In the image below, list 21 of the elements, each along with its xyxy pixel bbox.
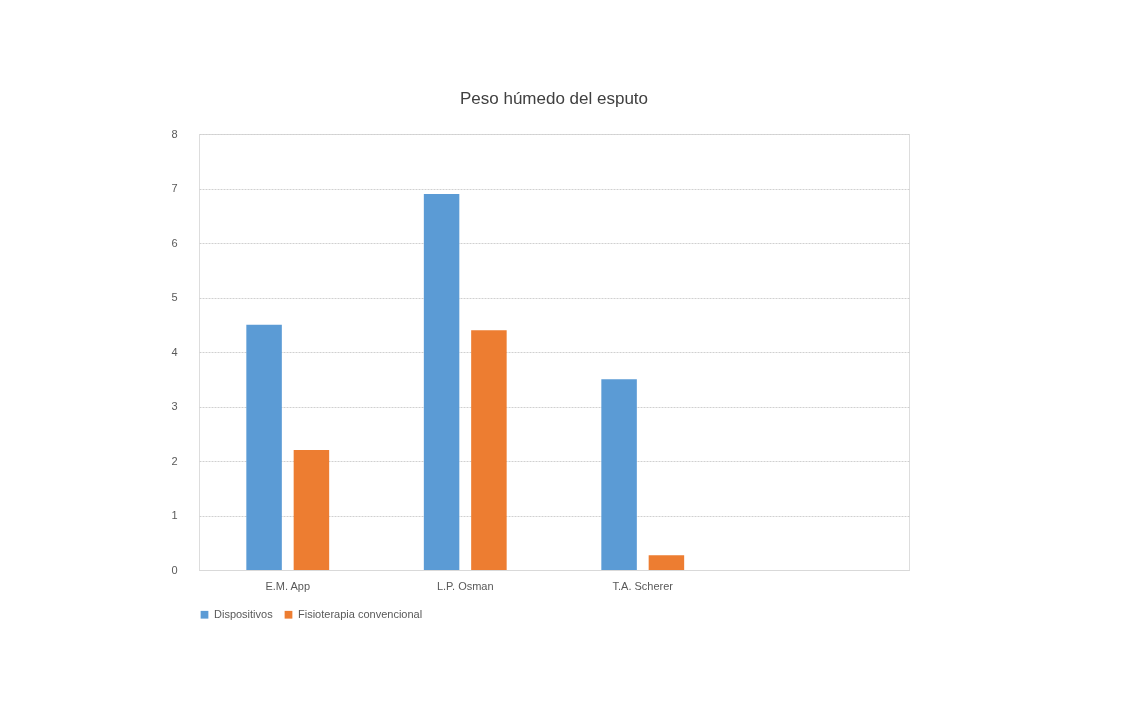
bar	[423, 193, 460, 570]
bar	[601, 379, 637, 570]
y-tick-label: 3	[171, 400, 178, 412]
bar	[246, 324, 282, 570]
x-tick-label: T.A. Scherer	[612, 579, 674, 592]
y-tick-label: 2	[171, 454, 178, 467]
legend-label: Fisioterapia convencional	[298, 607, 423, 620]
y-tick-label: 8	[171, 127, 178, 140]
y-tick-label: 4	[171, 345, 178, 358]
y-tick-label: 0	[171, 563, 178, 576]
legend-label: Dispositivos	[214, 607, 274, 620]
bar	[293, 450, 330, 570]
y-tick-label: 7	[171, 182, 178, 194]
bar	[648, 555, 685, 570]
y-tick-label: 1	[171, 509, 178, 521]
chart-title: Peso húmedo del esputo	[459, 89, 649, 108]
x-tick-label: L.P. Osman	[436, 579, 494, 592]
y-tick-label: 5	[171, 291, 178, 303]
x-tick-label: E.M. App	[265, 579, 311, 592]
y-tick-label: 6	[171, 236, 178, 249]
bar	[471, 330, 507, 570]
